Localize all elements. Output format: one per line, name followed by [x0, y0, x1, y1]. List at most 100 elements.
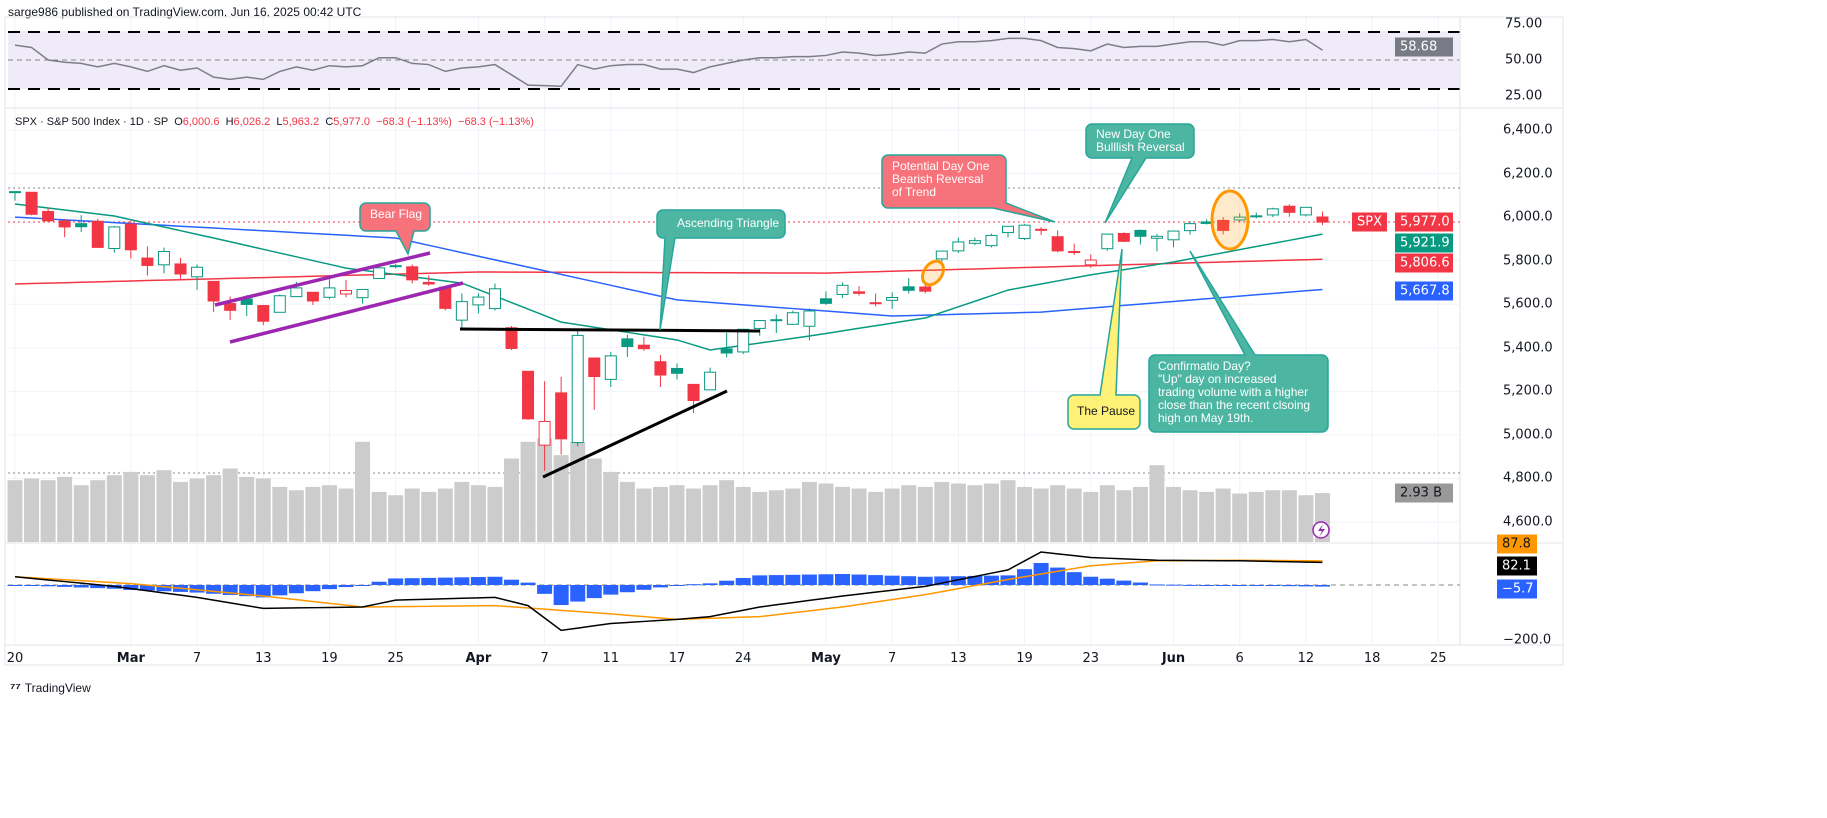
candle[interactable]: [1250, 212, 1263, 219]
candle[interactable]: [753, 319, 766, 336]
candle[interactable]: [25, 191, 38, 216]
triangle-resistance-line[interactable]: [459, 327, 761, 333]
candle[interactable]: [968, 237, 981, 246]
candle[interactable]: [1233, 213, 1246, 222]
candle[interactable]: [1150, 234, 1163, 252]
price-tick-label: 5,600.0: [1503, 296, 1553, 312]
symbol-legend[interactable]: SPX · S&P 500 Index · 1D · SP O6,000.6 H…: [15, 116, 534, 128]
candle[interactable]: [654, 354, 667, 388]
confirmation-day-label: Confirmatio Day? "Up" day on increased t…: [1158, 359, 1311, 425]
potential-day-one-callout[interactable]: [881, 154, 1056, 223]
candle[interactable]: [306, 291, 319, 305]
triangle-support-line[interactable]: [542, 389, 728, 479]
candle-body: [770, 319, 783, 322]
candle[interactable]: [141, 246, 154, 276]
volume-bar: [967, 485, 983, 542]
published-caption: sarge986 published on TradingView.com, J…: [8, 5, 362, 19]
candle[interactable]: [869, 293, 882, 307]
candle[interactable]: [770, 314, 783, 333]
candle[interactable]: [174, 257, 187, 281]
candle[interactable]: [1101, 233, 1114, 251]
candle[interactable]: [191, 264, 204, 290]
candle[interactable]: [257, 304, 270, 326]
candle[interactable]: [75, 215, 88, 232]
candle[interactable]: [671, 363, 683, 380]
candle[interactable]: [538, 381, 551, 471]
candle[interactable]: [157, 247, 170, 274]
candle[interactable]: [340, 280, 352, 298]
candle[interactable]: [588, 357, 601, 410]
bear-flag-callout[interactable]: [359, 202, 431, 257]
candle[interactable]: [1018, 224, 1031, 240]
candle[interactable]: [1283, 204, 1296, 217]
time-tick-label: 7: [540, 651, 549, 666]
candle[interactable]: [555, 376, 568, 455]
candle[interactable]: [985, 233, 998, 248]
candle[interactable]: [1200, 219, 1213, 225]
candle[interactable]: [9, 191, 21, 201]
candle[interactable]: [1184, 221, 1197, 235]
new-day-one-callout[interactable]: [1085, 123, 1195, 224]
candle[interactable]: [1316, 211, 1329, 226]
candle[interactable]: [1051, 230, 1064, 253]
candle[interactable]: [853, 286, 866, 296]
candle[interactable]: [571, 330, 584, 447]
the-pause-callout[interactable]: [1067, 248, 1141, 430]
candle[interactable]: [604, 351, 617, 388]
candle[interactable]: [819, 291, 832, 305]
candle[interactable]: [1167, 230, 1180, 248]
candle[interactable]: [720, 332, 733, 358]
candle[interactable]: [637, 336, 650, 351]
candle[interactable]: [108, 226, 121, 253]
candle[interactable]: [1035, 227, 1048, 235]
candle[interactable]: [952, 237, 965, 253]
confirmation-day-callout[interactable]: [1148, 250, 1329, 433]
candle[interactable]: [1134, 229, 1147, 245]
candle[interactable]: [836, 282, 849, 298]
ascending-triangle-callout[interactable]: [656, 209, 786, 331]
candle[interactable]: [505, 326, 518, 350]
candle[interactable]: [58, 218, 71, 238]
candle[interactable]: [422, 275, 435, 286]
histogram-bar: [156, 585, 172, 592]
highlight-ellipse[interactable]: [918, 257, 948, 289]
candle[interactable]: [42, 207, 55, 223]
candle[interactable]: [323, 279, 336, 300]
candle[interactable]: [522, 370, 535, 420]
bear-flag-lower-trendline[interactable]: [229, 281, 464, 344]
candle[interactable]: [1217, 217, 1230, 235]
candle-body: [902, 286, 915, 291]
candle[interactable]: [207, 280, 220, 313]
candle[interactable]: [356, 288, 369, 304]
candle[interactable]: [472, 293, 485, 314]
candle[interactable]: [455, 293, 468, 329]
candle[interactable]: [886, 292, 899, 309]
candle[interactable]: [737, 328, 750, 355]
tradingview-brand[interactable]: ⁷⁷ TradingView: [10, 680, 91, 695]
candle[interactable]: [1002, 225, 1014, 238]
candle[interactable]: [1117, 232, 1130, 243]
candle[interactable]: [803, 308, 816, 341]
candle-body: [538, 420, 551, 446]
candle[interactable]: [704, 367, 717, 391]
candle[interactable]: [1084, 254, 1097, 268]
candle[interactable]: [124, 220, 137, 259]
candle[interactable]: [406, 264, 419, 284]
histogram-bar: [702, 583, 718, 585]
candle[interactable]: [786, 310, 799, 325]
candle[interactable]: [1266, 207, 1279, 218]
candle[interactable]: [1068, 243, 1081, 256]
candle-body: [555, 392, 568, 440]
candle[interactable]: [273, 294, 286, 313]
candle[interactable]: [902, 278, 915, 294]
volume-bar: [1066, 488, 1082, 542]
bear-flag-upper-trendline[interactable]: [214, 251, 431, 307]
candle[interactable]: [389, 263, 402, 269]
candle[interactable]: [91, 218, 104, 249]
candle[interactable]: [1299, 206, 1312, 217]
volume-bar: [586, 458, 602, 542]
highlight-ellipse[interactable]: [1210, 189, 1250, 251]
candle[interactable]: [621, 334, 634, 357]
candle[interactable]: [488, 283, 501, 311]
